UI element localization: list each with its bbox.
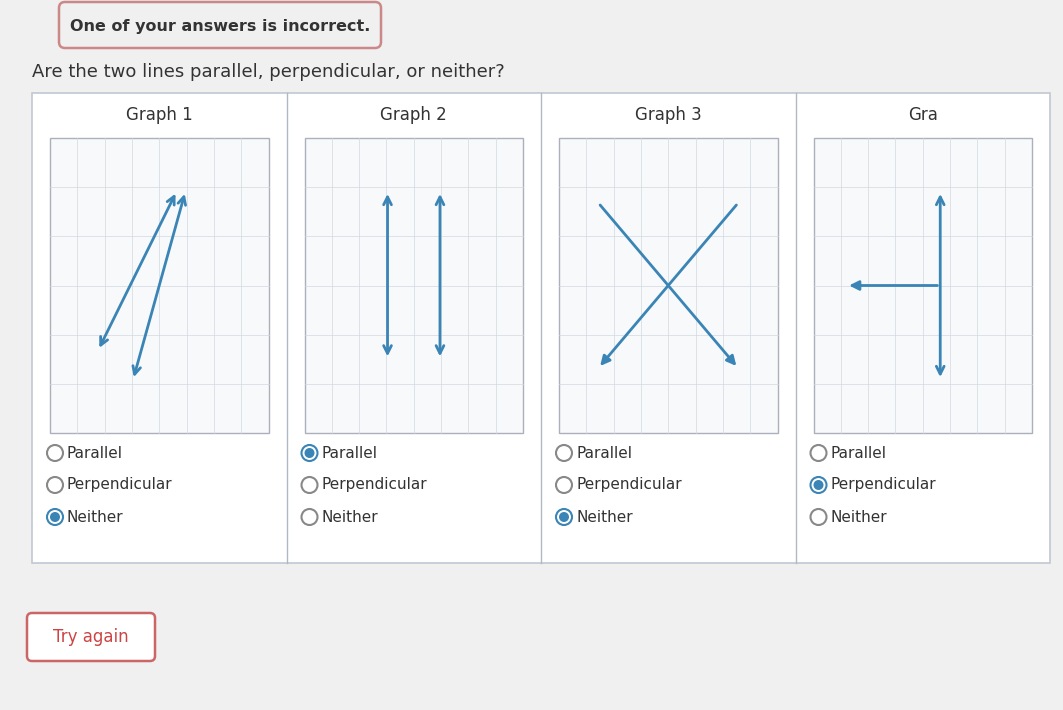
Circle shape	[47, 445, 63, 461]
Circle shape	[302, 509, 318, 525]
Circle shape	[556, 477, 572, 493]
Circle shape	[302, 477, 318, 493]
FancyArrowPatch shape	[601, 205, 735, 364]
Text: Are the two lines parallel, perpendicular, or neither?: Are the two lines parallel, perpendicula…	[32, 63, 505, 81]
Circle shape	[50, 512, 60, 522]
Circle shape	[810, 509, 827, 525]
Circle shape	[813, 480, 824, 490]
Bar	[559, 138, 777, 433]
Bar	[304, 138, 523, 433]
Text: Graph 2: Graph 2	[381, 106, 448, 124]
FancyArrowPatch shape	[133, 197, 186, 374]
Circle shape	[559, 512, 569, 522]
Text: Perpendicular: Perpendicular	[67, 478, 172, 493]
Text: Neither: Neither	[576, 510, 632, 525]
Bar	[32, 93, 1050, 563]
FancyArrowPatch shape	[384, 197, 391, 354]
Text: Perpendicular: Perpendicular	[830, 478, 937, 493]
Text: Gra: Gra	[908, 106, 938, 124]
FancyArrowPatch shape	[853, 282, 938, 290]
FancyBboxPatch shape	[60, 2, 381, 48]
Circle shape	[810, 445, 827, 461]
Text: Parallel: Parallel	[67, 445, 123, 461]
Text: Neither: Neither	[321, 510, 378, 525]
Circle shape	[47, 477, 63, 493]
FancyArrowPatch shape	[602, 205, 737, 364]
Text: Parallel: Parallel	[321, 445, 377, 461]
Text: One of your answers is incorrect.: One of your answers is incorrect.	[70, 19, 370, 35]
Text: Graph 1: Graph 1	[125, 106, 192, 124]
Text: Perpendicular: Perpendicular	[321, 478, 427, 493]
Circle shape	[47, 509, 63, 525]
Circle shape	[304, 448, 315, 458]
Text: Graph 3: Graph 3	[635, 106, 702, 124]
FancyArrowPatch shape	[436, 197, 444, 354]
Text: Perpendicular: Perpendicular	[576, 478, 681, 493]
Bar	[813, 138, 1032, 433]
FancyArrowPatch shape	[937, 197, 944, 374]
Text: Neither: Neither	[67, 510, 123, 525]
Bar	[50, 138, 269, 433]
FancyArrowPatch shape	[101, 197, 174, 345]
FancyBboxPatch shape	[27, 613, 155, 661]
Circle shape	[302, 445, 318, 461]
Text: Try again: Try again	[53, 628, 129, 646]
Text: Neither: Neither	[830, 510, 888, 525]
Circle shape	[810, 477, 827, 493]
Circle shape	[556, 445, 572, 461]
Text: Parallel: Parallel	[576, 445, 632, 461]
Text: Parallel: Parallel	[830, 445, 887, 461]
Circle shape	[556, 509, 572, 525]
